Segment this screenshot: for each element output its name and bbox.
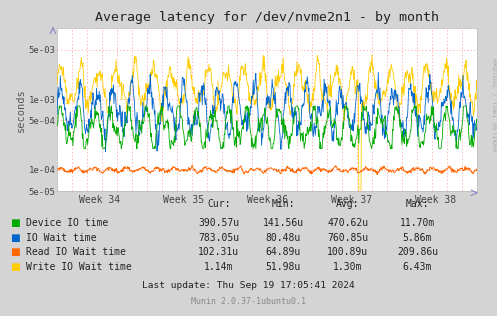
Text: 1.14m: 1.14m <box>204 262 234 272</box>
Text: Cur:: Cur: <box>207 199 231 209</box>
Y-axis label: seconds: seconds <box>16 88 26 132</box>
Text: Max:: Max: <box>406 199 429 209</box>
Text: ■: ■ <box>10 247 20 258</box>
Text: 64.89u: 64.89u <box>266 247 301 258</box>
Text: 209.86u: 209.86u <box>397 247 438 258</box>
Text: 11.70m: 11.70m <box>400 218 435 228</box>
Text: ■: ■ <box>10 218 20 228</box>
Text: 80.48u: 80.48u <box>266 233 301 243</box>
Text: 470.62u: 470.62u <box>328 218 368 228</box>
Text: IO Wait time: IO Wait time <box>26 233 96 243</box>
Text: Munin 2.0.37-1ubuntu0.1: Munin 2.0.37-1ubuntu0.1 <box>191 297 306 306</box>
Title: Average latency for /dev/nvme2n1 - by month: Average latency for /dev/nvme2n1 - by mo… <box>95 11 439 25</box>
Text: Read IO Wait time: Read IO Wait time <box>26 247 126 258</box>
Text: ■: ■ <box>10 262 20 272</box>
Text: 783.05u: 783.05u <box>198 233 239 243</box>
Text: 141.56u: 141.56u <box>263 218 304 228</box>
Text: 1.30m: 1.30m <box>333 262 363 272</box>
Text: Device IO time: Device IO time <box>26 218 108 228</box>
Text: 102.31u: 102.31u <box>198 247 239 258</box>
Text: 100.89u: 100.89u <box>328 247 368 258</box>
Text: RRDTOOL / TOBI OETIKER: RRDTOOL / TOBI OETIKER <box>491 58 497 151</box>
Text: Write IO Wait time: Write IO Wait time <box>26 262 132 272</box>
Text: ■: ■ <box>10 233 20 243</box>
Text: 6.43m: 6.43m <box>403 262 432 272</box>
Text: 5.86m: 5.86m <box>403 233 432 243</box>
Text: 51.98u: 51.98u <box>266 262 301 272</box>
Text: Min:: Min: <box>271 199 295 209</box>
Text: 390.57u: 390.57u <box>198 218 239 228</box>
Text: Avg:: Avg: <box>336 199 360 209</box>
Text: 760.85u: 760.85u <box>328 233 368 243</box>
Text: Last update: Thu Sep 19 17:05:41 2024: Last update: Thu Sep 19 17:05:41 2024 <box>142 281 355 290</box>
